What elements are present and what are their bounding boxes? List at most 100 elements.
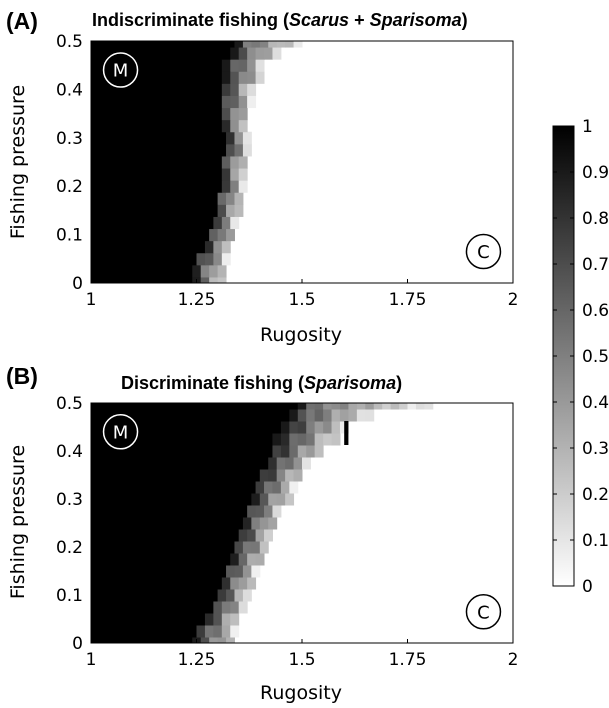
heatmap-cell	[217, 637, 227, 644]
heatmap-cell	[91, 601, 206, 614]
heatmap-cell	[213, 625, 223, 638]
heatmap-cell	[91, 637, 185, 644]
heatmap-cell	[91, 180, 214, 193]
heatmap-cell	[289, 433, 299, 446]
heatmap-cell	[247, 83, 257, 96]
marker-label: M	[113, 422, 129, 443]
heatmap-cell	[259, 541, 269, 554]
heatmap-cell	[356, 409, 366, 422]
heatmap-cell	[213, 180, 223, 193]
heatmap-cell	[230, 155, 240, 169]
heatmap-cell	[221, 180, 231, 193]
panel-a-title-part-3: Sparisoma	[370, 10, 462, 30]
heatmap-cell	[91, 240, 197, 254]
heatmap-cell	[238, 168, 248, 181]
heatmap-cell	[196, 252, 206, 266]
heatmap-cell	[221, 216, 231, 230]
heatmap-cell	[255, 529, 265, 542]
heatmap-cell	[204, 625, 214, 638]
heatmap-cell	[91, 192, 210, 205]
heatmap-cell	[251, 517, 261, 530]
x-tick-label: 1.75	[389, 650, 427, 670]
heatmap-cell	[183, 276, 193, 284]
marker-circle	[102, 414, 139, 450]
heatmap-cell	[221, 71, 231, 84]
heatmap-cell	[238, 59, 248, 72]
panel-a-title: Indiscriminate fishing (Scarus + Spariso…	[92, 10, 468, 30]
heatmap-cell	[293, 41, 303, 48]
heatmap-cell	[213, 240, 223, 254]
panel-a-heatmap	[91, 41, 303, 284]
heatmap-cell	[242, 589, 252, 602]
heatmap-cell	[251, 541, 261, 554]
heatmap-cell	[91, 47, 231, 60]
heatmap-cell	[91, 276, 185, 284]
heatmap-cell	[238, 529, 248, 542]
heatmap-cell	[280, 445, 290, 458]
heatmap-cell	[272, 47, 282, 60]
heatmap-cell	[213, 83, 223, 96]
heatmap-cell	[221, 168, 231, 181]
heatmap-cell	[306, 409, 316, 422]
heatmap-cell	[293, 469, 303, 482]
heatmap-cell	[91, 83, 214, 96]
y-tick-label: 0.4	[56, 80, 83, 100]
heatmap-cell	[91, 421, 282, 434]
heatmap-cell	[213, 601, 223, 614]
heatmap-cell	[196, 240, 206, 254]
heatmap-cell	[306, 421, 316, 434]
heatmap-cell	[91, 403, 299, 410]
heatmap-cell	[91, 204, 210, 217]
heatmap-cell	[230, 47, 240, 60]
heatmap-cell	[238, 601, 248, 614]
heatmap-cell	[209, 228, 219, 242]
heatmap-cell	[331, 421, 341, 434]
heatmap-cell	[204, 216, 214, 230]
heatmap-cell	[247, 481, 257, 494]
marker-circle	[465, 233, 502, 270]
heatmap-cell	[339, 409, 349, 422]
marker-label: M	[113, 61, 129, 82]
heatmap-cell	[424, 403, 434, 410]
heatmap-cell	[217, 276, 227, 284]
heatmap-cell	[91, 445, 265, 458]
heatmap-cell	[226, 228, 235, 242]
heatmap-cell	[91, 529, 231, 542]
heatmap-cell	[276, 457, 286, 470]
heatmap-cell	[91, 493, 244, 506]
heatmap-cell	[204, 601, 214, 614]
panel-a-title-part-1: Scarus	[289, 10, 349, 30]
heatmap-cell	[91, 143, 219, 157]
heatmap-cell	[234, 204, 244, 217]
heatmap-cell	[221, 601, 231, 614]
heatmap-cell	[285, 41, 295, 48]
heatmap-cell	[251, 493, 261, 506]
heatmap-cell	[230, 601, 240, 614]
heatmap-cell	[217, 204, 227, 217]
heatmap-cell	[213, 168, 223, 181]
heatmap-cell	[238, 107, 248, 121]
heatmap-cell	[242, 493, 252, 506]
heatmap-cell	[238, 83, 248, 96]
x-tick-label: 2	[508, 290, 519, 310]
colorbar-tick-label: 0.8	[582, 209, 609, 229]
panel-b-markers: MC	[102, 414, 502, 630]
heatmap-cell	[217, 589, 227, 602]
heatmap-cell	[268, 469, 278, 482]
x-tick-label: 1.25	[178, 650, 216, 670]
heatmap-cell	[196, 613, 206, 626]
heatmap-cell	[306, 445, 316, 458]
colorbar-tick-label: 0.6	[582, 301, 609, 321]
panel-a-label: (A)	[6, 8, 38, 34]
panel-a-markers: MC	[102, 52, 502, 270]
heatmap-cell	[221, 625, 231, 638]
heatmap-cell	[230, 71, 240, 84]
panel-b-y-ticks: 0 0.1 0.2 0.3 0.4 0.5	[56, 394, 95, 654]
colorbar-tick-label: 0.7	[582, 255, 609, 275]
heatmap-cell	[268, 41, 278, 48]
heatmap-cell	[221, 119, 231, 133]
heatmap-cell	[226, 143, 235, 157]
heatmap-cell	[242, 143, 252, 157]
panel-b-title-part-4: )	[396, 373, 402, 393]
